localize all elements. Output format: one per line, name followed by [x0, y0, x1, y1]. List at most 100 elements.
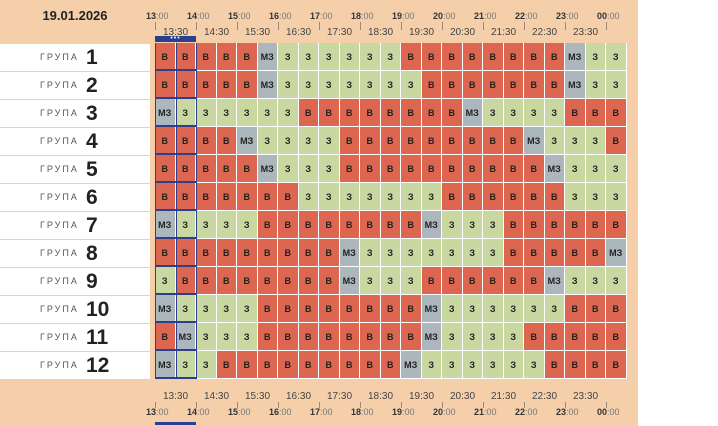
- hour-label: 23:00: [556, 11, 579, 21]
- schedule-cell: В: [237, 239, 258, 267]
- schedule-cell: В: [278, 323, 299, 351]
- schedule-cell: З: [483, 323, 504, 351]
- schedule-cell: В: [175, 155, 196, 183]
- schedule-cell: З: [216, 323, 237, 351]
- hour-label: 16:00: [269, 11, 292, 21]
- schedule-cell: В: [421, 267, 442, 295]
- schedule-cell: З: [421, 239, 442, 267]
- schedule-cell: МЗ: [155, 211, 176, 239]
- schedule-cell: В: [380, 99, 401, 127]
- schedule-cell: МЗ: [339, 239, 360, 267]
- current-time-row-line: [155, 125, 196, 127]
- current-time-line: [155, 43, 156, 379]
- schedule-cell: В: [380, 323, 401, 351]
- schedule-cell: В: [401, 295, 422, 323]
- schedule-cell: З: [503, 99, 524, 127]
- hour-tick: [565, 402, 566, 408]
- group-word: ГРУПА: [40, 164, 79, 174]
- schedule-cell: В: [483, 155, 504, 183]
- schedule-cell: З: [298, 155, 319, 183]
- schedule-cell: З: [462, 323, 483, 351]
- current-time-row-line: [155, 69, 196, 71]
- schedule-cell: В: [401, 155, 422, 183]
- schedule-cell: В: [401, 323, 422, 351]
- schedule-cell: З: [585, 43, 606, 71]
- hour-tick: [606, 402, 607, 408]
- hour-label: 20:00: [433, 11, 456, 21]
- current-time-row-line: [155, 97, 196, 99]
- schedule-cell: З: [196, 323, 217, 351]
- half-hour-label: 19:30: [408, 27, 435, 38]
- schedule-cell: МЗ: [565, 43, 586, 71]
- schedule-cell: В: [237, 71, 258, 99]
- schedule-cell: В: [175, 239, 196, 267]
- schedule-cell: В: [360, 211, 381, 239]
- schedule-cell: З: [565, 127, 586, 155]
- schedule-cell: З: [319, 43, 340, 71]
- schedule-cell: В: [503, 127, 524, 155]
- schedule-cell: З: [257, 99, 278, 127]
- schedule-cell: В: [257, 295, 278, 323]
- schedule-cell: В: [175, 183, 196, 211]
- schedule-cell: В: [196, 43, 217, 71]
- hour-label: 13:00: [146, 407, 169, 417]
- schedule-cell: В: [360, 127, 381, 155]
- schedule-cell: З: [360, 71, 381, 99]
- schedule-cell: В: [380, 295, 401, 323]
- schedule-cell: З: [339, 71, 360, 99]
- schedule-cell: В: [421, 43, 442, 71]
- current-time-bottom-marker: [155, 422, 196, 425]
- schedule-cell: З: [421, 183, 442, 211]
- group-word: ГРУПА: [40, 276, 79, 286]
- schedule-cell: З: [298, 71, 319, 99]
- hour-tick: [155, 402, 156, 408]
- current-time-line: [175, 43, 177, 379]
- schedule-cell: В: [237, 155, 258, 183]
- hour-label: 22:00: [515, 11, 538, 21]
- hour-label: 21:00: [474, 11, 497, 21]
- schedule-cell: З: [360, 43, 381, 71]
- schedule-cell: В: [585, 351, 606, 379]
- schedule-cell: З: [360, 239, 381, 267]
- schedule-cell: В: [401, 211, 422, 239]
- schedule-cell: В: [565, 99, 586, 127]
- schedule-cell: З: [462, 211, 483, 239]
- group-word: ГРУПА: [40, 220, 79, 230]
- schedule-cell: В: [380, 351, 401, 379]
- schedule-cell: В: [401, 43, 422, 71]
- group-label: ГРУПА 3: [0, 100, 150, 127]
- group-label: ГРУПА 4: [0, 128, 150, 155]
- schedule-cell: В: [216, 127, 237, 155]
- schedule-cell: З: [606, 71, 627, 99]
- schedule-cell: МЗ: [401, 351, 422, 379]
- current-time-row-line: [155, 321, 196, 323]
- schedule-cell: В: [483, 71, 504, 99]
- schedule-cell: В: [565, 211, 586, 239]
- schedule-cell: З: [585, 267, 606, 295]
- schedule-date: 19.01.2026: [42, 8, 108, 23]
- hour-tick: [606, 22, 607, 30]
- group-label: ГРУПА 8: [0, 240, 150, 267]
- group-number: 2: [86, 74, 98, 97]
- group-number: 5: [86, 158, 98, 181]
- schedule-cell: МЗ: [257, 155, 278, 183]
- half-hour-label: 22:30: [531, 391, 558, 402]
- schedule-cell: МЗ: [544, 267, 565, 295]
- schedule-cell: З: [155, 267, 176, 295]
- current-time-line: [196, 43, 197, 379]
- schedule-cell: З: [237, 99, 258, 127]
- schedule-cell: МЗ: [524, 127, 545, 155]
- hour-tick: [565, 22, 566, 30]
- schedule-cell: З: [319, 127, 340, 155]
- schedule-cell: В: [503, 183, 524, 211]
- schedule-cell: З: [401, 183, 422, 211]
- schedule-cell: В: [462, 267, 483, 295]
- schedule-cell: В: [339, 295, 360, 323]
- hour-tick: [196, 22, 197, 30]
- schedule-cell: МЗ: [462, 99, 483, 127]
- hour-tick: [360, 22, 361, 30]
- schedule-cell: В: [175, 43, 196, 71]
- schedule-cell: З: [196, 295, 217, 323]
- group-label: ГРУПА 11: [0, 324, 150, 351]
- schedule-cell: В: [585, 211, 606, 239]
